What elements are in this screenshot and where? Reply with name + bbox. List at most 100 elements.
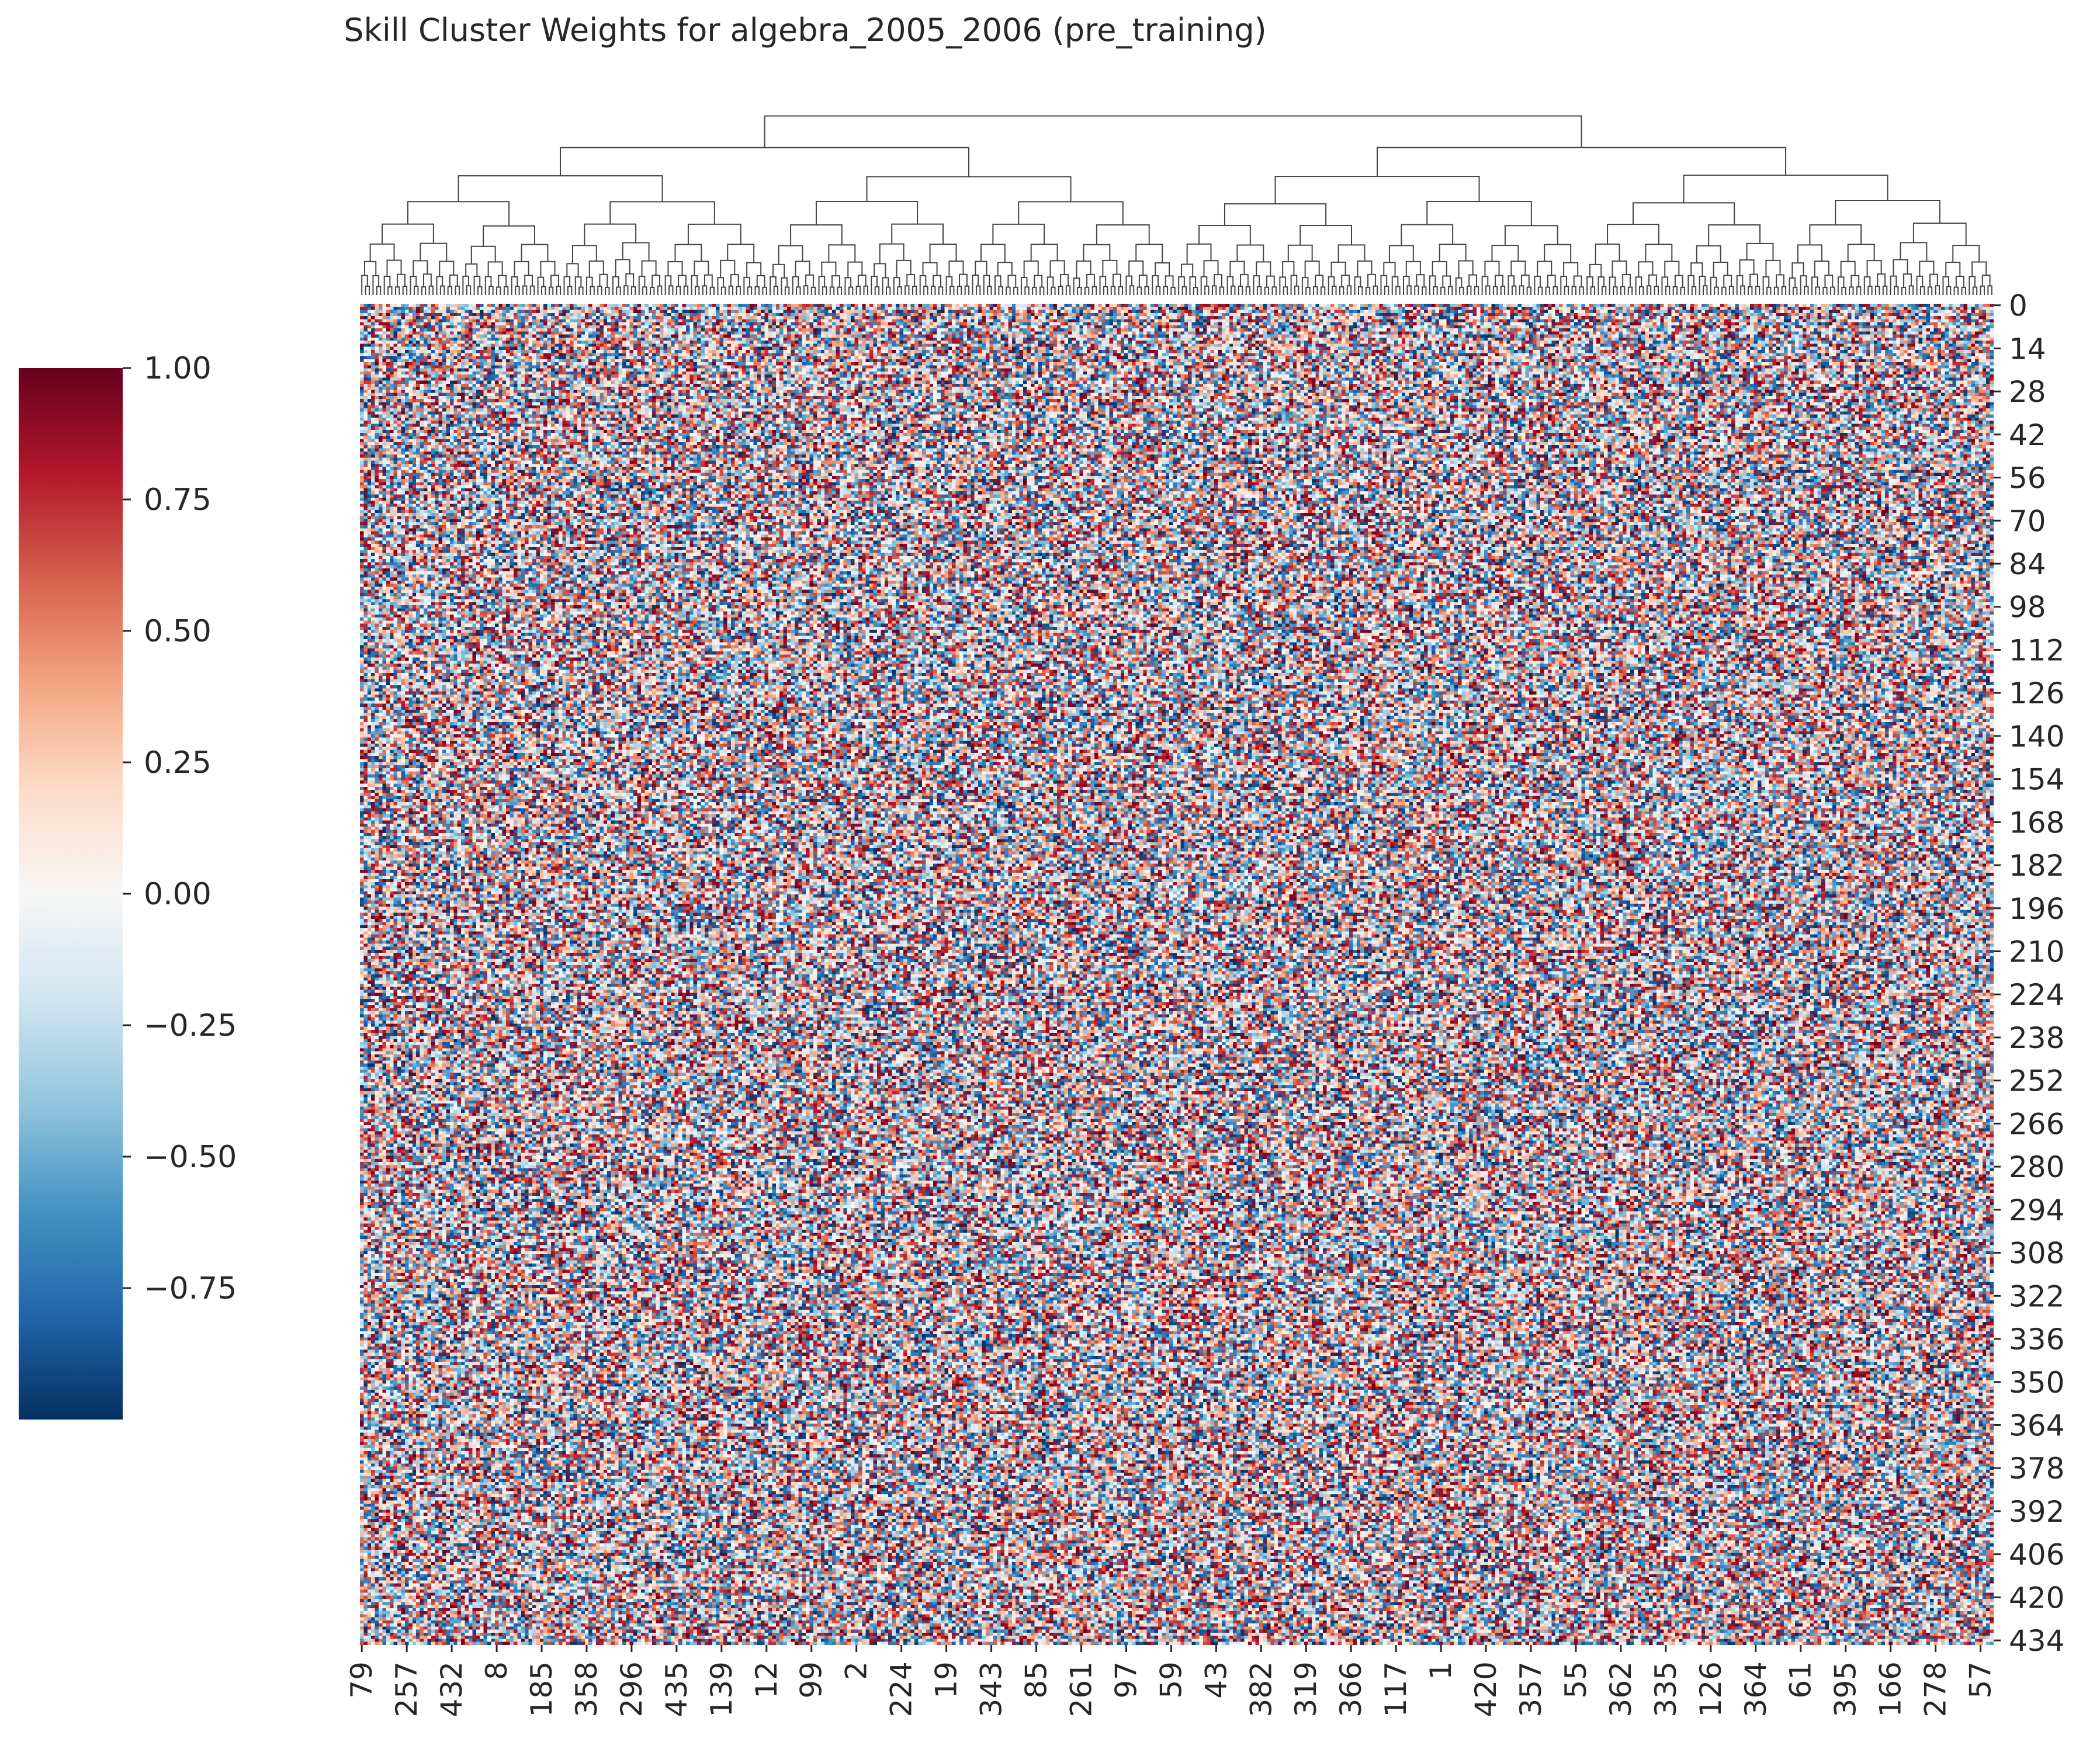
y-tick-label: 84 xyxy=(2009,547,2046,581)
dendrogram-link xyxy=(1537,286,1543,295)
dendrogram-link xyxy=(964,285,970,295)
dendrogram-link xyxy=(1981,275,1991,286)
dendrogram-link xyxy=(728,285,734,295)
colorbar-tick-label: 0.75 xyxy=(144,483,212,518)
dendrogram-link xyxy=(1086,273,1095,287)
dendrogram-link xyxy=(1789,277,1796,295)
dendrogram-link xyxy=(1627,286,1633,295)
dendrogram-link xyxy=(1432,261,1447,276)
dendrogram-link xyxy=(1138,275,1148,287)
x-tick-label: 432 xyxy=(435,1661,469,1717)
dendrogram-link xyxy=(1020,276,1028,295)
dendrogram-link xyxy=(983,275,990,295)
x-tick-label: 224 xyxy=(885,1661,919,1717)
dendrogram-link xyxy=(1129,285,1135,295)
dendrogram-link xyxy=(1867,286,1873,295)
dendrogram-link xyxy=(1492,286,1498,295)
dendrogram-link xyxy=(1365,286,1371,295)
dendrogram-link xyxy=(683,285,689,295)
dendrogram-link xyxy=(972,275,979,295)
dendrogram-link xyxy=(1266,275,1275,287)
dendrogram-link xyxy=(1537,261,1553,277)
dendrogram-link xyxy=(638,276,646,295)
dendrogram-link xyxy=(1495,275,1503,287)
x-tick-label: 126 xyxy=(1694,1661,1728,1717)
dendrogram-link xyxy=(1402,275,1410,295)
dendrogram-link xyxy=(1279,276,1286,295)
x-tick-label: 319 xyxy=(1289,1661,1323,1717)
y-tick-label: 238 xyxy=(2009,1021,2064,1055)
y-tick-label: 28 xyxy=(2009,375,2046,409)
dendrogram-link xyxy=(1609,276,1616,295)
dendrogram-link xyxy=(1024,286,1030,295)
y-tick-label: 224 xyxy=(2009,978,2064,1012)
dendrogram-link xyxy=(1690,262,1703,276)
dendrogram-link xyxy=(616,286,621,295)
dendrogram-link xyxy=(664,275,672,295)
x-tick-label: 261 xyxy=(1064,1661,1098,1717)
dendrogram-link xyxy=(668,285,674,295)
dendrogram-link xyxy=(612,276,619,295)
dendrogram-link xyxy=(1882,285,1888,295)
dendrogram-link xyxy=(773,286,779,295)
dendrogram-link xyxy=(1238,285,1243,295)
dendrogram-link xyxy=(423,273,432,287)
dendrogram-link xyxy=(1170,286,1176,295)
x-tick-label: 420 xyxy=(1469,1661,1503,1717)
dendrogram-link xyxy=(1214,274,1222,287)
dendrogram-link xyxy=(1773,286,1779,295)
dendrogram-link xyxy=(1797,244,1822,263)
dendrogram-link xyxy=(556,286,562,295)
y-tick-label: 140 xyxy=(2009,720,2064,754)
dendrogram-link xyxy=(477,286,483,295)
dendrogram-link xyxy=(1468,274,1478,287)
y-tick-label: 280 xyxy=(2009,1150,2064,1184)
dendrogram-link xyxy=(1416,274,1425,287)
dendrogram-link xyxy=(1830,286,1835,295)
dendrogram-link xyxy=(1972,286,1978,295)
dendrogram-link xyxy=(1622,273,1631,287)
dendrogram-link xyxy=(515,286,520,295)
y-tick-label: 56 xyxy=(2009,461,2046,495)
dendrogram-link xyxy=(563,276,571,295)
dendrogram-link xyxy=(1900,242,1928,262)
dendrogram-link xyxy=(922,262,938,276)
dendrogram-link xyxy=(1099,276,1107,295)
column-dendrogram xyxy=(361,115,1992,295)
dendrogram-link xyxy=(574,276,582,295)
dendrogram-link xyxy=(694,286,700,295)
dendrogram-link xyxy=(447,286,453,295)
dendrogram-link xyxy=(1955,276,1964,287)
dendrogram-link xyxy=(1204,285,1210,295)
dendrogram-link xyxy=(1672,286,1678,295)
heatmap-cells xyxy=(360,304,1994,1645)
dendrogram-link xyxy=(1534,276,1541,295)
dendrogram-link xyxy=(449,274,458,287)
dendrogram-link xyxy=(1144,286,1149,295)
dendrogram-link xyxy=(1282,261,1295,277)
dendrogram-link xyxy=(1736,275,1744,295)
dendrogram-link xyxy=(1520,275,1530,287)
x-tick-label: 59 xyxy=(1154,1661,1188,1699)
dendrogram-link xyxy=(1890,275,1897,295)
dendrogram-link xyxy=(524,275,533,286)
dendrogram-link xyxy=(584,223,637,246)
dendrogram-link xyxy=(1710,276,1717,295)
dendrogram-link xyxy=(1481,276,1489,295)
dendrogram-link xyxy=(550,275,559,287)
y-axis-ticks: 0 14 28 42 56 70 84 98 112 126 140 154 168 182 196 210 2… xyxy=(1994,289,2064,1658)
dendrogram-link xyxy=(1766,286,1772,295)
dendrogram-link xyxy=(1680,286,1685,295)
dendrogram-link xyxy=(1406,285,1412,295)
dendrogram-link xyxy=(1500,285,1506,295)
dendrogram-link xyxy=(1916,275,1924,295)
dendrogram-link xyxy=(410,276,417,295)
x-tick-label: 43 xyxy=(1199,1661,1233,1699)
dendrogram-link xyxy=(1781,286,1787,295)
dendrogram-link xyxy=(1102,259,1118,277)
x-tick-label: 435 xyxy=(660,1661,694,1717)
dendrogram-link xyxy=(1046,276,1054,295)
dendrogram-link xyxy=(1877,273,1886,286)
dendrogram-link xyxy=(529,285,535,295)
x-tick-label: 12 xyxy=(750,1661,784,1699)
